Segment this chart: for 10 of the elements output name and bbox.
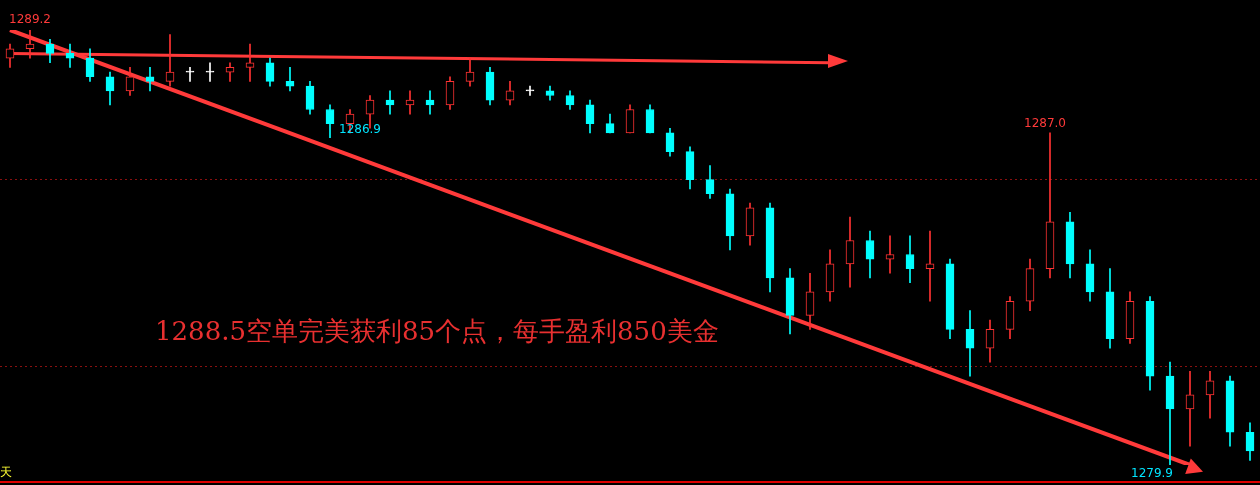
candlestick (145, 67, 155, 92)
text: 1289.2 (9, 12, 51, 27)
annotation: 1288.5空单完美获利85个点，每手盈利850美金 (155, 315, 719, 346)
candlestick (525, 85, 535, 96)
candlestick (205, 62, 215, 82)
candlestick (885, 235, 895, 274)
candlestick (185, 67, 195, 82)
text: 1279.9 (1131, 466, 1173, 481)
annotation: 天 (0, 465, 12, 480)
annotation: 1287.0 (1024, 116, 1066, 131)
